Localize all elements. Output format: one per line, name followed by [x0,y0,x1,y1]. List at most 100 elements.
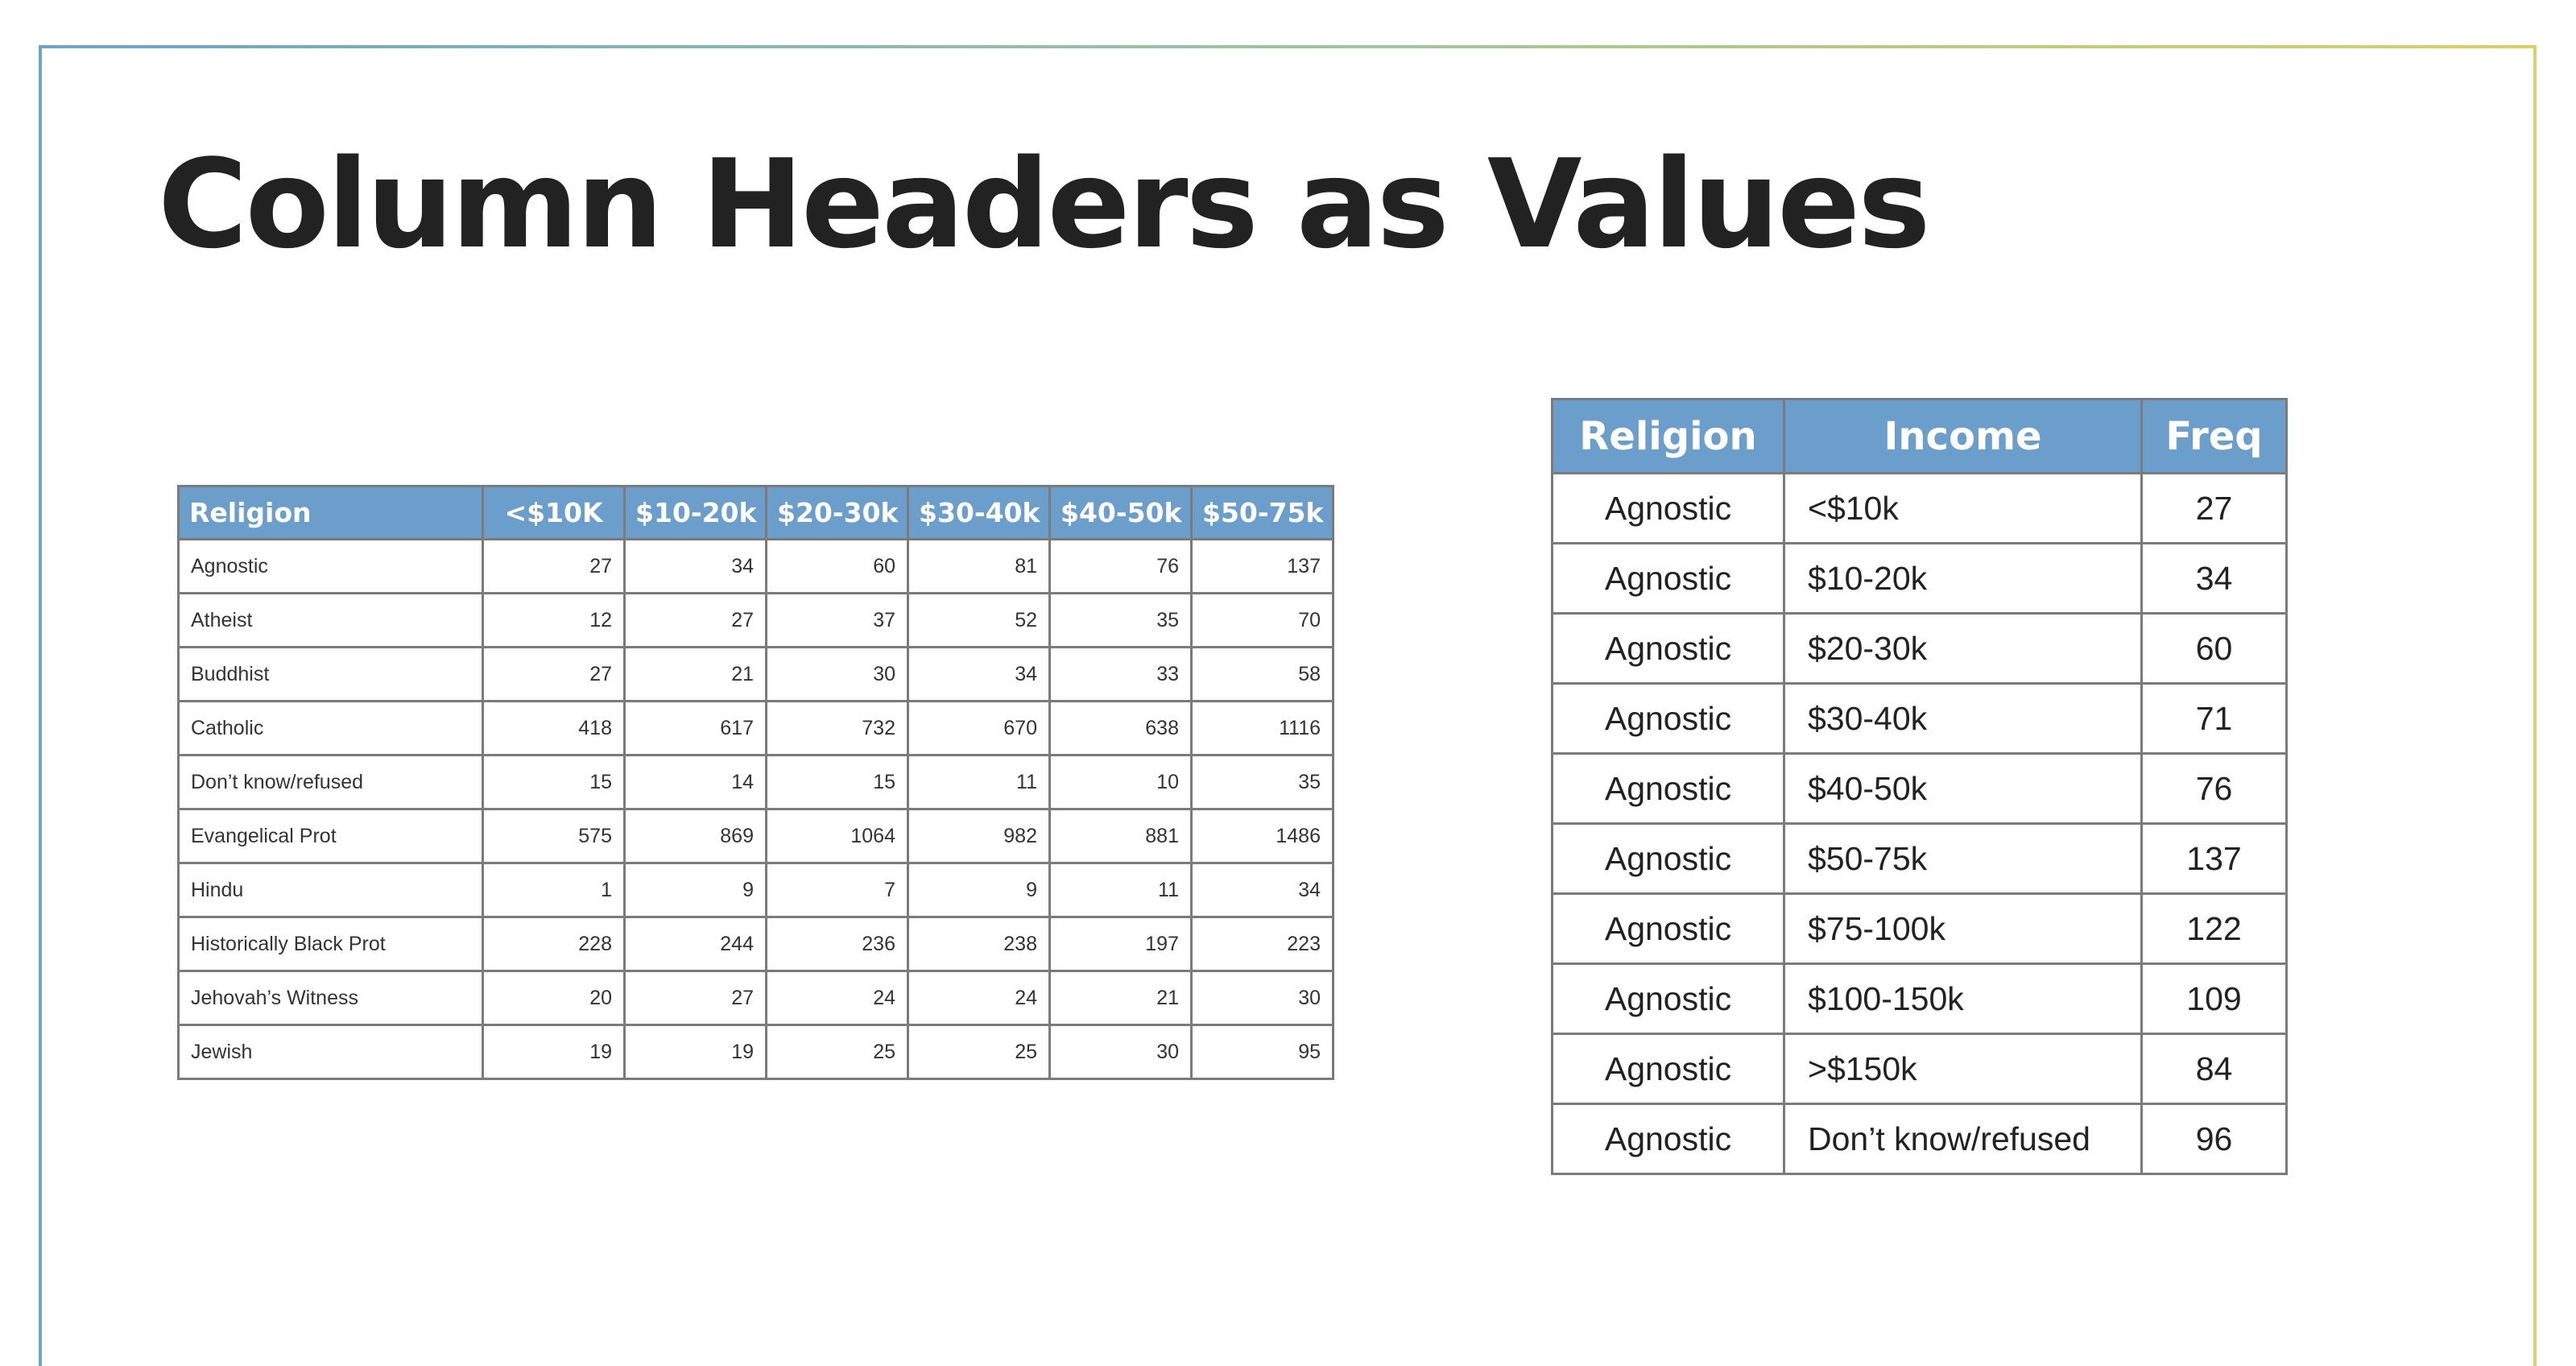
table-row: Jehovah’s Witness 20 27 24 24 21 30 [177,970,1334,1026]
count-cell: 81 [907,538,1051,594]
count-cell: 35 [1048,592,1193,648]
count-cell: 137 [1190,538,1334,594]
count-cell: 37 [765,592,909,648]
income-cell: $20-30k [1783,612,2143,685]
header-income-50-75k: $50-75k [1190,485,1334,540]
count-cell: 982 [907,808,1051,864]
count-cell: 21 [1048,970,1193,1026]
table-row: Agnostic <$10k 27 [1551,472,2288,544]
count-cell: 1064 [765,808,909,864]
count-cell: 7 [765,862,909,918]
tidy-header-religion: Religion [1551,398,1785,474]
count-cell: 15 [482,754,626,810]
count-cell: 27 [623,970,767,1026]
freq-cell: 96 [2140,1103,2288,1175]
count-cell: 670 [907,700,1051,756]
count-cell: 418 [482,700,626,756]
count-cell: 35 [1190,754,1334,810]
religion-cell: Agnostic [1551,1103,1785,1175]
religion-cell: Agnostic [1551,1033,1785,1105]
income-cell: Don’t know/refused [1783,1103,2143,1175]
count-cell: 238 [907,916,1051,972]
count-cell: 30 [765,646,909,702]
table-row: Agnostic Don’t know/refused 96 [1551,1103,2288,1175]
count-cell: 638 [1048,700,1193,756]
income-cell: <$10k [1783,472,2143,544]
religion-cell: Agnostic [1551,962,1785,1035]
count-cell: 244 [623,916,767,972]
income-cell: $50-75k [1783,822,2143,895]
freq-cell: 137 [2140,822,2288,895]
freq-cell: 109 [2140,962,2288,1035]
count-cell: 70 [1190,592,1334,648]
header-income-40-50k: $40-50k [1048,485,1193,540]
table-row: Agnostic >$150k 84 [1551,1033,2288,1105]
tidy-format-table: Religion Income Freq Agnostic <$10k 27 Agno… [1551,398,2288,1175]
freq-cell: 76 [2140,752,2288,825]
count-cell: 95 [1190,1024,1334,1080]
freq-cell: 122 [2140,892,2288,965]
wide-table-header-row: Religion <$10K $10-20k $20-30k $30-40k $… [177,485,1334,540]
religion-cell: Agnostic [1551,752,1785,825]
count-cell: 9 [907,862,1051,918]
count-cell: 27 [623,592,767,648]
count-cell: 14 [623,754,767,810]
tidy-table-header-row: Religion Income Freq [1551,398,2288,474]
table-row: Agnostic 27 34 60 81 76 137 [177,538,1334,594]
count-cell: 575 [482,808,626,864]
freq-cell: 71 [2140,682,2288,755]
count-cell: 60 [765,538,909,594]
header-income-30-40k: $30-40k [907,485,1051,540]
count-cell: 15 [765,754,909,810]
count-cell: 30 [1190,970,1334,1026]
count-cell: 76 [1048,538,1193,594]
religion-cell: Don’t know/refused [177,754,484,810]
table-row: Agnostic $20-30k 60 [1551,612,2288,685]
table-row: Agnostic $10-20k 34 [1551,542,2288,615]
count-cell: 1116 [1190,700,1334,756]
freq-cell: 84 [2140,1033,2288,1105]
count-cell: 9 [623,862,767,918]
religion-cell: Agnostic [1551,822,1785,895]
count-cell: 12 [482,592,626,648]
count-cell: 25 [907,1024,1051,1080]
count-cell: 34 [1190,862,1334,918]
table-row: Evangelical Prot 575 869 1064 982 881 1486 [177,808,1334,864]
count-cell: 197 [1048,916,1193,972]
count-cell: 19 [623,1024,767,1080]
count-cell: 617 [623,700,767,756]
count-cell: 236 [765,916,909,972]
count-cell: 24 [907,970,1051,1026]
table-row: Catholic 418 617 732 670 638 1116 [177,700,1334,756]
wide-format-table: Religion <$10K $10-20k $20-30k $30-40k $… [177,485,1334,1080]
religion-cell: Jewish [177,1024,484,1080]
count-cell: 11 [1048,862,1193,918]
header-religion: Religion [177,485,484,540]
table-row: Hindu 1 9 7 9 11 34 [177,862,1334,918]
count-cell: 34 [623,538,767,594]
table-row: Buddhist 27 21 30 34 33 58 [177,646,1334,702]
religion-cell: Agnostic [1551,892,1785,965]
income-cell: $10-20k [1783,542,2143,615]
count-cell: 228 [482,916,626,972]
income-cell: $100-150k [1783,962,2143,1035]
count-cell: 58 [1190,646,1334,702]
religion-cell: Atheist [177,592,484,648]
count-cell: 24 [765,970,909,1026]
table-row: Agnostic $50-75k 137 [1551,822,2288,895]
count-cell: 19 [482,1024,626,1080]
count-cell: 1 [482,862,626,918]
tidy-header-income: Income [1783,398,2143,474]
count-cell: 21 [623,646,767,702]
count-cell: 27 [482,646,626,702]
count-cell: 30 [1048,1024,1193,1080]
table-row: Agnostic $75-100k 122 [1551,892,2288,965]
income-cell: >$150k [1783,1033,2143,1105]
table-row: Agnostic $30-40k 71 [1551,682,2288,755]
count-cell: 27 [482,538,626,594]
income-cell: $75-100k [1783,892,2143,965]
count-cell: 732 [765,700,909,756]
count-cell: 1486 [1190,808,1334,864]
count-cell: 223 [1190,916,1334,972]
religion-cell: Agnostic [1551,612,1785,685]
